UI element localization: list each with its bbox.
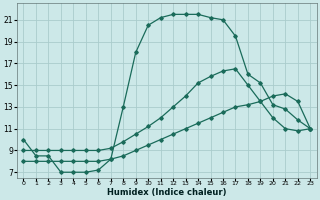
X-axis label: Humidex (Indice chaleur): Humidex (Indice chaleur) xyxy=(107,188,227,197)
